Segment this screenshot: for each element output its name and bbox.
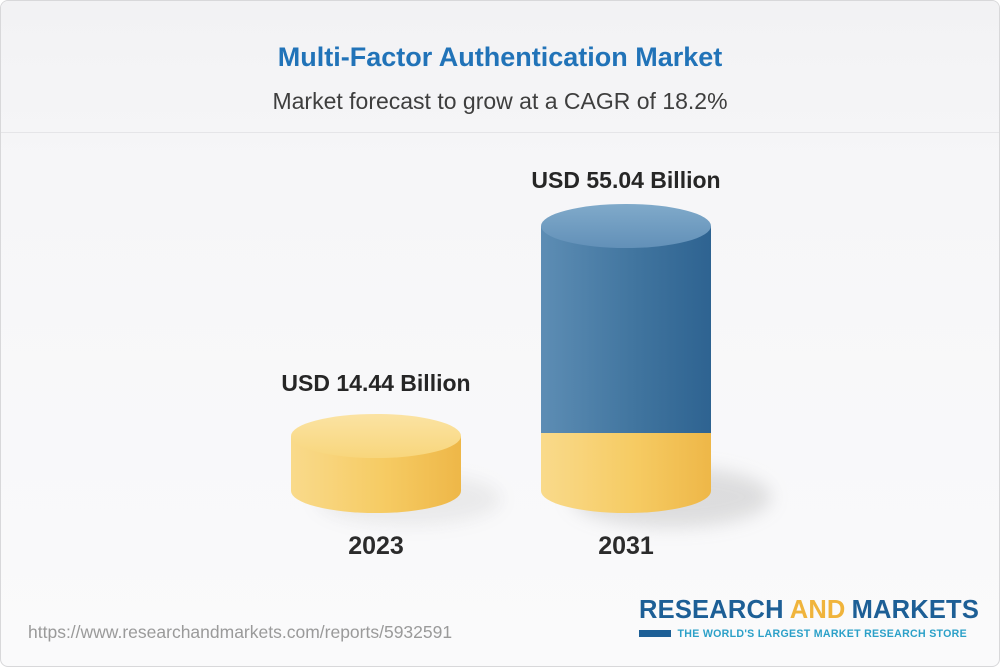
research-and-markets-logo: RESEARCH AND MARKETS THE WORLD'S LARGEST M… (639, 596, 979, 640)
logo-word-markets: MARKETS (851, 596, 980, 624)
page-title: Multi-Factor Authentication Market (277, 42, 723, 72)
logo-word-and: AND (789, 596, 846, 624)
logo-tagline-row: THE WORLD'S LARGEST MARKET RESEARCH STOR… (639, 628, 967, 640)
category-label-2031: 2031 (598, 532, 654, 560)
category-label-2023: 2023 (348, 532, 404, 560)
report-url-link[interactable]: https://www.researchandmarkets.com/repor… (28, 622, 453, 642)
value-label-2023: USD 14.44 Billion (281, 370, 471, 396)
value-label-2031: USD 55.04 Billion (531, 167, 721, 193)
logo-word-research: RESEARCH (639, 596, 784, 624)
logo-divider-bar (639, 630, 671, 638)
bar-2031-blue-segment (541, 226, 711, 433)
page-subtitle: Market forecast to grow at a CAGR of 18.… (272, 88, 728, 114)
bar-2031-top (541, 204, 711, 248)
logo-wordmark: RESEARCH AND MARKETS (639, 596, 979, 624)
bar-2031-yellow-base-segment (541, 433, 711, 513)
chart-header: Multi-Factor Authentication Market Marke… (1, 1, 999, 133)
logo-tagline: THE WORLD'S LARGEST MARKET RESEARCH STOR… (677, 627, 967, 640)
bar-2023-top (291, 414, 461, 458)
